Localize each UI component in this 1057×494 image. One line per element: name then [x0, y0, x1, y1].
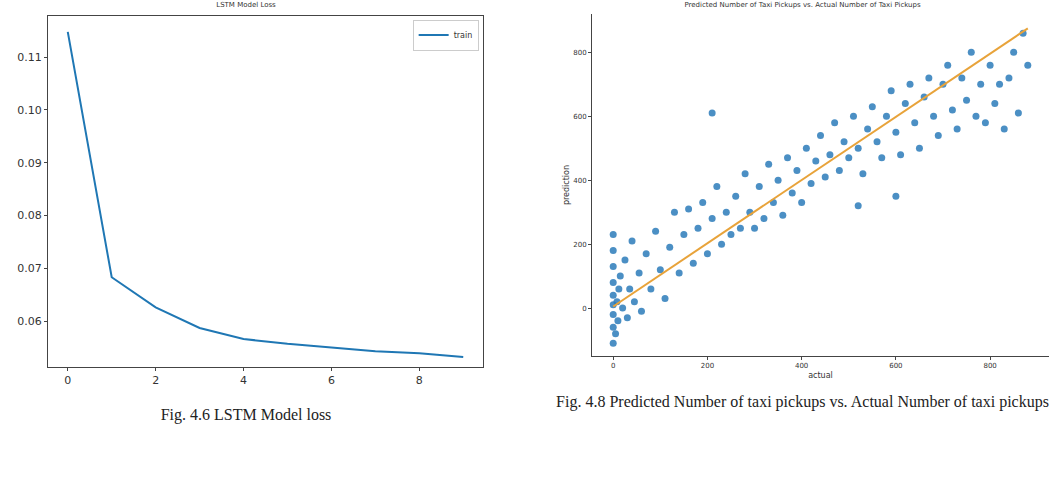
svg-text:LSTM Model Loss: LSTM Model Loss — [216, 1, 276, 9]
svg-text:0: 0 — [582, 305, 586, 313]
svg-text:200: 200 — [573, 241, 586, 249]
svg-text:0.11: 0.11 — [17, 51, 42, 64]
svg-text:800: 800 — [983, 362, 996, 370]
svg-text:400: 400 — [795, 362, 808, 370]
svg-text:6: 6 — [328, 374, 335, 387]
svg-text:4: 4 — [240, 374, 247, 387]
svg-text:Predicted Number of Taxi Picku: Predicted Number of Taxi Pickups vs. Act… — [684, 1, 921, 9]
svg-text:train: train — [454, 31, 473, 40]
svg-text:0: 0 — [611, 362, 615, 370]
html-text:Fig. 4.8 Predicted Number of t: Fig. 4.8 Predicted Number of taxi pickup… — [556, 393, 1049, 410]
svg-text:2: 2 — [152, 374, 159, 387]
svg-text:0.08: 0.08 — [17, 209, 42, 222]
svg-text:0: 0 — [64, 374, 71, 387]
svg-text:0.10: 0.10 — [17, 104, 42, 117]
svg-text:400: 400 — [573, 177, 586, 185]
svg-text:600: 600 — [889, 362, 902, 370]
svg-text:0.06: 0.06 — [17, 315, 42, 328]
svg-text:prediction: prediction — [562, 165, 571, 205]
svg-text:actual: actual — [808, 371, 833, 380]
svg-text:600: 600 — [573, 113, 586, 121]
svg-text:800: 800 — [573, 49, 586, 57]
svg-text:0.09: 0.09 — [17, 157, 42, 170]
html-text:Fig. 4.6 LSTM Model loss: Fig. 4.6 LSTM Model loss — [160, 406, 332, 423]
svg-text:200: 200 — [701, 362, 714, 370]
svg-text:8: 8 — [416, 374, 423, 387]
svg-text:0.07: 0.07 — [17, 262, 42, 275]
